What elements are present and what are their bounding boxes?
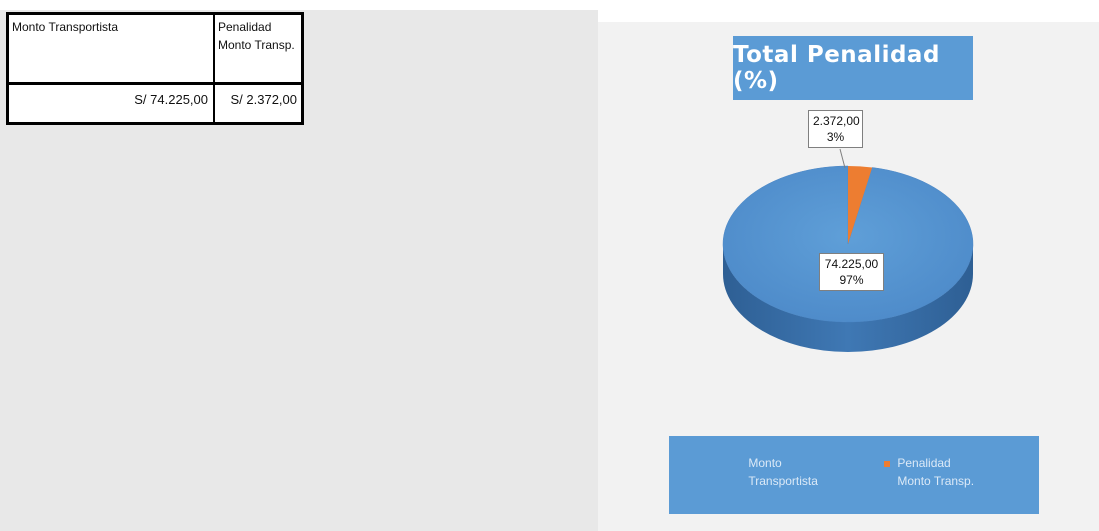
pie-chart-panel[interactable]: Total Penalidad (%) 2.372,00 3% 74.225,0… <box>598 22 1099 531</box>
data-label-penalidad: 2.372,00 3% <box>808 110 863 148</box>
pie-slice-monto <box>722 165 974 323</box>
chart-legend[interactable]: Monto Transportista Penalidad Monto Tran… <box>669 436 1039 514</box>
legend-label-penalidad-line2: Monto Transp. <box>897 474 975 488</box>
value-penalidad[interactable]: S/ 2.372,00 <box>230 92 298 107</box>
legend-key-monto <box>735 460 741 467</box>
pie-chart-svg <box>722 148 974 352</box>
column-divider <box>213 15 215 122</box>
header-divider <box>9 82 301 85</box>
legend-item-monto[interactable]: Monto Transportista <box>735 454 818 490</box>
summary-table: Monto Transportista Penalidad Monto Tran… <box>6 12 304 125</box>
data-label-penalidad-percent: 3% <box>826 130 845 144</box>
legend-item-penalidad[interactable]: Penalidad Monto Transp. <box>884 454 974 490</box>
pie-slice-penalidad <box>848 166 873 244</box>
legend-label-penalidad-line1: Penalidad <box>897 456 951 470</box>
legend-key-penalidad <box>884 460 890 467</box>
header-penalidad[interactable]: Penalidad Monto Transp. <box>218 20 295 52</box>
data-label-monto-value: 74.225,00 <box>824 257 879 271</box>
legend-label-monto-line2: Transportista <box>748 474 818 488</box>
leader-line-penalidad <box>839 148 846 169</box>
pie-side <box>723 244 973 352</box>
data-label-penalidad-value: 2.372,00 <box>813 114 860 128</box>
data-label-monto-percent: 97% <box>839 273 864 287</box>
chart-title[interactable]: Total Penalidad (%) <box>733 36 973 100</box>
value-monto-transportista[interactable]: S/ 74.225,00 <box>134 92 208 107</box>
legend-label-monto-line1: Monto <box>748 456 782 470</box>
data-label-monto: 74.225,00 97% <box>819 253 884 291</box>
header-monto-transportista[interactable]: Monto Transportista <box>12 20 119 34</box>
